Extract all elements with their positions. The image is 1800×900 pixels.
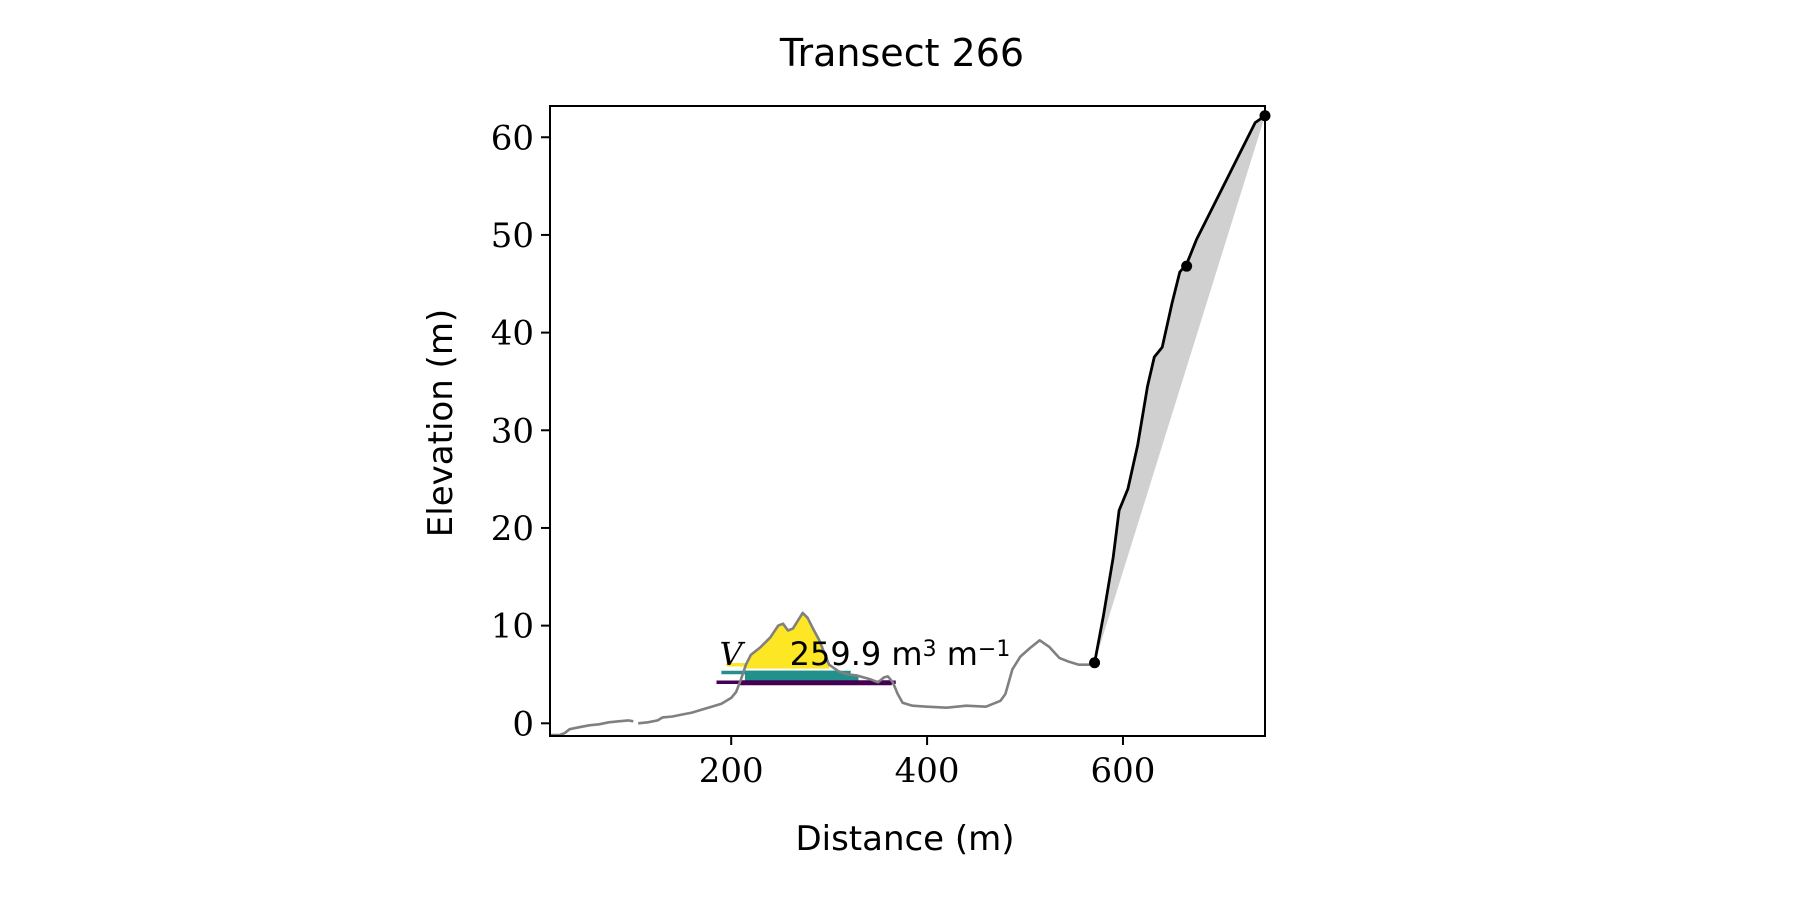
y-tick-label: 10 [491,607,534,647]
y-tick-label: 40 [491,314,534,354]
chart-title: Transect 266 [779,31,1024,75]
annotation-part-1: 259.9 m [743,635,923,673]
annotation-part-0: V [719,635,745,673]
axes-frame [549,105,1266,737]
x-tick-label: 600 [1091,751,1156,791]
profile-line-segment-1 [638,611,1096,725]
y-tick-label: 50 [491,216,534,256]
annotation-part-4: −1 [978,637,1010,662]
cliff-volume-fill [1094,115,1265,663]
cliff-marker-0 [1089,657,1101,669]
y-tick-label: 0 [512,704,534,744]
plot-area [550,110,1271,737]
y-tick-label: 20 [491,509,534,549]
x-tick-label: 400 [895,751,960,791]
x-axis: 200 400 600 [699,736,1156,791]
x-axis-label: Distance (m) [795,819,1014,859]
cliff-line [1093,114,1266,663]
profile-line-segment-0 [550,719,634,737]
volume-annotation: V 259.9 m3 m−1 [719,635,1010,673]
cliff-marker-1 [1181,260,1193,272]
annotation-part-3: m [937,635,978,673]
y-axis-label: Elevation (m) [421,309,461,537]
y-axis: 0 10 20 30 40 50 60 [491,118,550,744]
y-tick-label: 30 [491,411,534,451]
dune-volume-fill [743,612,830,669]
x-tick-label: 200 [699,751,764,791]
annotation-part-2: 3 [923,637,937,662]
y-tick-label: 60 [491,118,534,158]
